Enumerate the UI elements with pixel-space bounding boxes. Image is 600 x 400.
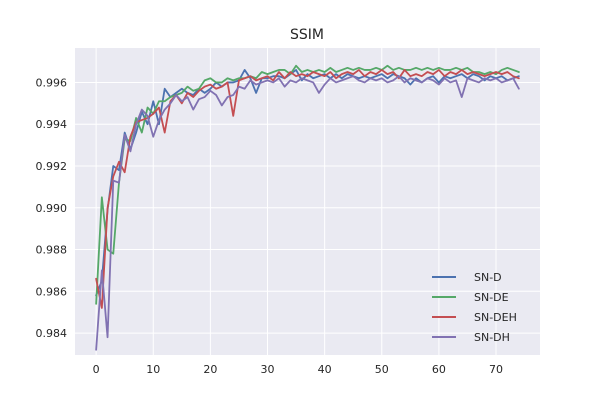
x-tick-label: 70 — [489, 363, 503, 376]
series-line-sn-dh — [95, 75, 520, 351]
x-tick-label: 60 — [432, 363, 446, 376]
legend-label: SN-D — [474, 271, 502, 284]
y-tick-label: 0.986 — [36, 285, 68, 298]
x-tick-label: 40 — [318, 363, 332, 376]
y-tick-label: 0.992 — [36, 160, 68, 173]
y-tick-label: 0.984 — [36, 327, 68, 340]
y-axis: 0.984 0.986 0.988 0.990 0.992 0.994 0.996 — [36, 76, 68, 340]
legend-label: SN-DEH — [474, 311, 517, 324]
x-axis: 0 10 20 30 40 50 60 70 — [93, 363, 503, 376]
x-tick-label: 10 — [146, 363, 160, 376]
y-tick-label: 0.988 — [36, 244, 68, 257]
plot-area — [75, 48, 540, 355]
series-lines — [95, 64, 520, 351]
chart-title: SSIM — [290, 27, 324, 43]
y-tick-label: 0.990 — [36, 202, 68, 215]
legend: SN-D SN-DE SN-DEH SN-DH — [432, 271, 517, 344]
grid — [75, 48, 540, 355]
x-tick-label: 0 — [93, 363, 100, 376]
y-tick-label: 0.994 — [36, 118, 68, 131]
series-line-sn-d — [95, 69, 520, 297]
series-line-sn-deh — [95, 69, 520, 309]
y-tick-label: 0.996 — [36, 76, 68, 89]
series-line-sn-de — [95, 64, 520, 305]
legend-label: SN-DE — [474, 291, 509, 304]
x-tick-label: 30 — [261, 363, 275, 376]
legend-label: SN-DH — [474, 331, 510, 344]
x-tick-label: 50 — [375, 363, 389, 376]
x-tick-label: 20 — [203, 363, 217, 376]
